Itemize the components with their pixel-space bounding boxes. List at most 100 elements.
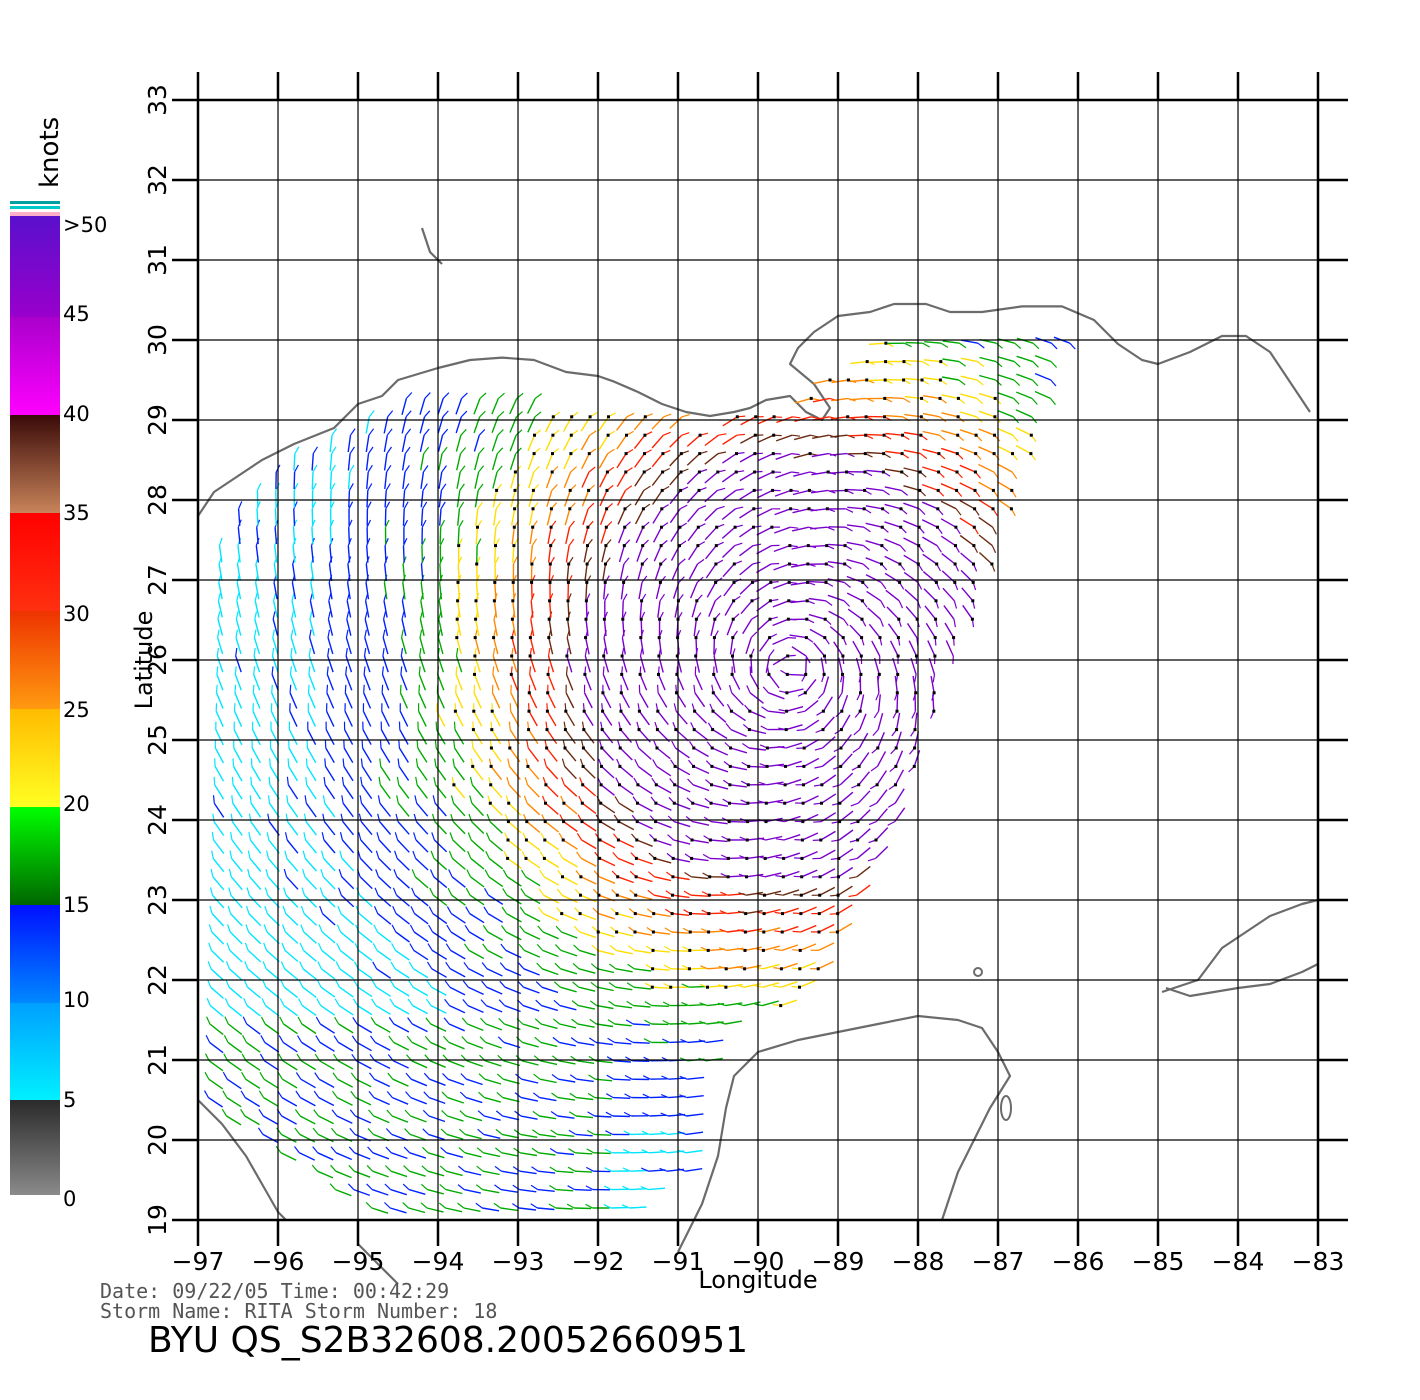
wind-vector: [256, 490, 259, 508]
wind-vector: [375, 1004, 391, 1015]
wind-dot: [933, 636, 937, 640]
wind-dot: [457, 544, 461, 548]
wind-barb: [1031, 398, 1038, 405]
wind-vector: [889, 640, 899, 657]
wind-dot: [918, 488, 922, 492]
wind-dot: [801, 820, 805, 824]
wind-barb: [243, 998, 248, 1006]
wind-dot: [880, 525, 884, 529]
wind-vector: [731, 674, 741, 690]
wind-barb: [547, 648, 551, 657]
wind-barb: [240, 1108, 246, 1117]
wind-dot: [549, 544, 553, 548]
wind-vector: [285, 894, 299, 908]
wind-vector: [775, 452, 792, 460]
wind-barb: [698, 1039, 707, 1043]
wind-barb: [317, 942, 323, 951]
wind-barb: [399, 684, 402, 693]
wind-dot: [864, 415, 868, 419]
wind-vector: [380, 729, 391, 745]
wind-vector: [903, 554, 919, 565]
wind-dot: [561, 838, 565, 842]
wind-barb: [679, 504, 688, 510]
wind-barb: [396, 776, 400, 785]
wind-barb: [606, 1093, 614, 1099]
wind-vector: [452, 802, 466, 817]
wind-barb: [443, 1035, 450, 1043]
wind-dot: [506, 820, 510, 824]
wind-dot: [973, 507, 977, 511]
wind-vector-field: [203, 336, 1076, 1214]
wind-dot: [859, 672, 863, 676]
wind-vector: [942, 358, 960, 363]
wind-dot: [579, 893, 582, 897]
wind-vector: [527, 434, 536, 452]
wind-dot: [733, 525, 737, 529]
wind-vector: [211, 894, 225, 909]
wind-barb: [492, 666, 495, 675]
wind-dot: [600, 728, 604, 732]
wind-vector: [762, 982, 780, 988]
wind-vector: [657, 710, 669, 726]
wind-dot: [544, 801, 547, 805]
wind-vector: [471, 784, 484, 799]
wind-barb: [375, 869, 380, 878]
wind-vector: [530, 600, 534, 618]
wind-vector: [509, 398, 518, 415]
wind-vector: [548, 600, 552, 618]
wind-vector: [603, 619, 607, 637]
wind-vector: [581, 490, 590, 507]
wind-vector: [601, 545, 607, 563]
wind-vector: [655, 784, 672, 794]
wind-barb: [373, 924, 378, 933]
wind-vector: [840, 714, 851, 730]
wind-barb: [208, 942, 212, 951]
wind-vector: [491, 710, 501, 727]
wind-dot: [841, 636, 845, 640]
wind-dot: [582, 709, 586, 713]
wind-vector: [686, 471, 700, 485]
wind-barb: [387, 410, 394, 418]
wind-barb: [607, 1019, 616, 1025]
wind-barb: [322, 795, 326, 804]
wind-dot: [716, 470, 720, 474]
lon-tick-label: −95: [332, 1247, 385, 1276]
wind-dot: [657, 654, 661, 658]
wind-barb: [661, 1075, 670, 1080]
wind-dot: [615, 912, 619, 916]
wind-barb: [848, 894, 857, 898]
wind-vector: [391, 1152, 408, 1160]
wind-barb: [604, 1148, 613, 1154]
wind-vector: [859, 713, 867, 730]
wind-dot: [895, 691, 899, 695]
wind-vector: [383, 416, 389, 434]
wind-vector: [656, 765, 672, 777]
wind-dot: [511, 599, 515, 603]
wind-vector: [565, 527, 571, 544]
wind-vector: [327, 637, 334, 655]
wind-vector: [692, 802, 710, 809]
wind-vector: [542, 949, 559, 958]
wind-vector: [500, 1207, 518, 1212]
wind-vector: [292, 545, 296, 563]
wind-vector: [620, 729, 633, 744]
wind-vector: [885, 432, 903, 436]
wind-barb: [405, 392, 413, 399]
wind-vector: [780, 981, 798, 988]
wind-vector: [997, 356, 1015, 363]
wind-barb: [244, 961, 249, 970]
wind-vector: [547, 655, 555, 673]
wind-barb: [552, 1036, 560, 1043]
wind-dot: [883, 396, 887, 400]
wind-barb: [349, 1127, 356, 1135]
wind-vector: [215, 729, 224, 746]
wind-vector: [637, 802, 653, 812]
wind-barb: [736, 433, 745, 436]
wind-vector: [545, 765, 559, 780]
wind-vector: [959, 429, 977, 436]
wind-barb: [331, 446, 337, 454]
wind-barb: [235, 629, 238, 638]
wind-barb: [334, 1016, 340, 1025]
wind-dot: [658, 580, 662, 584]
wind-dot: [633, 912, 637, 916]
